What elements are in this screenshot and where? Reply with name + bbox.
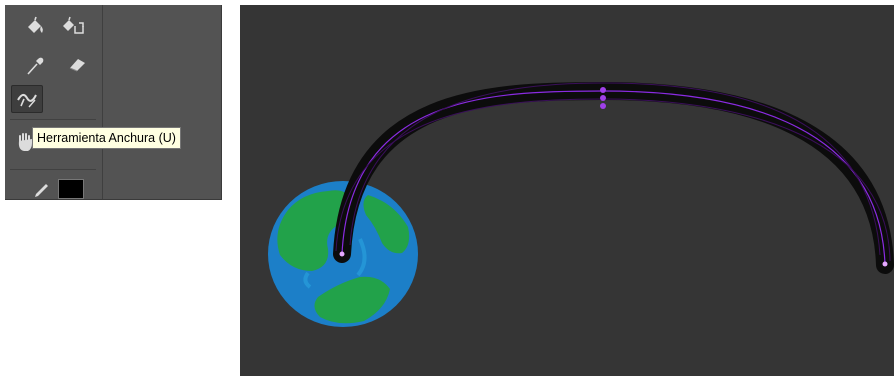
hand-icon: [18, 133, 32, 151]
tools-separator: [10, 119, 96, 120]
width-point-handle[interactable]: [600, 103, 606, 109]
pencil-icon: [35, 184, 48, 197]
artwork: [268, 81, 894, 327]
tools-separator: [10, 169, 96, 170]
paint-bucket-tool[interactable]: [20, 13, 50, 39]
eyedropper-icon: [27, 57, 44, 75]
fill-color-swatch[interactable]: [58, 179, 84, 199]
hand-tool[interactable]: [11, 129, 41, 155]
eyedropper-tool[interactable]: [20, 53, 50, 79]
width-point-handle[interactable]: [600, 95, 606, 101]
artboard-canvas[interactable]: [240, 5, 894, 376]
tools-column: [5, 5, 103, 199]
eraser-icon: [69, 59, 85, 72]
live-paint-selection-tool[interactable]: [58, 13, 88, 39]
width-stroke-edge: [349, 82, 881, 256]
width-tool-icon: [17, 94, 37, 108]
width-stroke-path[interactable]: [341, 90, 886, 266]
live-paint-selection-icon: [63, 16, 84, 34]
paint-bucket-icon: [28, 16, 43, 33]
tools-panel: [5, 5, 222, 200]
anchor-point-start[interactable]: [339, 251, 345, 257]
width-point-handle[interactable]: [600, 87, 606, 93]
tooltip: Herramienta Anchura (U): [32, 127, 181, 149]
width-tool[interactable]: [11, 85, 43, 113]
anchor-point-end[interactable]: [882, 261, 888, 267]
eraser-tool[interactable]: [62, 51, 92, 77]
pencil-tool[interactable]: [27, 175, 57, 201]
